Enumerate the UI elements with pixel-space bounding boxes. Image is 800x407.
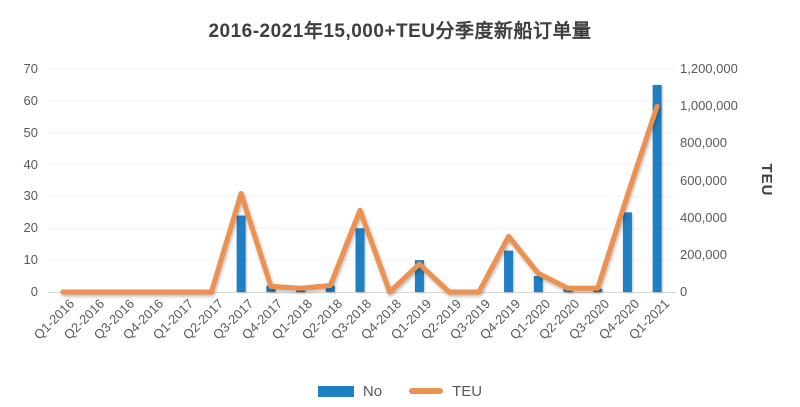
- bar-Q4-2020: [622, 212, 632, 292]
- bar-Q1-2019: [414, 260, 424, 292]
- bar-Q2-2018: [325, 285, 335, 292]
- chart-title: 2016-2021年15,000+TEU分季度新船订单量: [208, 21, 592, 42]
- right-axis-title: TEU: [758, 163, 775, 197]
- right-axis-tick: 1,000,000: [680, 98, 738, 114]
- legend-line-swatch: [409, 388, 444, 394]
- bar-Q1-2020: [533, 276, 543, 292]
- right-axis-tick: 200,000: [680, 246, 727, 262]
- right-axis-tick: 600,000: [680, 172, 727, 188]
- right-axis-tick: 0: [680, 284, 688, 299]
- left-axis-tick: 0: [30, 284, 38, 299]
- left-axis-tick: 10: [23, 252, 38, 268]
- left-axis-tick: 60: [23, 92, 38, 108]
- bar-Q4-2019: [504, 250, 514, 292]
- right-axis-tick: 400,000: [680, 209, 727, 225]
- left-axis-tick: 50: [23, 124, 38, 140]
- left-axis-tick: 40: [23, 156, 38, 172]
- left-axis-tick: 20: [23, 220, 38, 236]
- bar-Q1-2021: [652, 84, 662, 292]
- legend-label-no: No: [362, 382, 383, 400]
- legend-bar-swatch: [317, 385, 354, 397]
- bar-Q3-2018: [355, 228, 365, 292]
- left-axis-tick: 30: [23, 188, 38, 204]
- legend-label-teu: TEU: [452, 382, 483, 400]
- right-axis-tick: 1,200,000: [680, 61, 738, 76]
- left-axis-tick: 70: [23, 61, 38, 76]
- teu-line: [60, 103, 660, 295]
- bar-Q3-2017: [236, 215, 246, 292]
- legend: No TEU: [0, 381, 800, 401]
- right-axis-tick: 800,000: [680, 135, 727, 151]
